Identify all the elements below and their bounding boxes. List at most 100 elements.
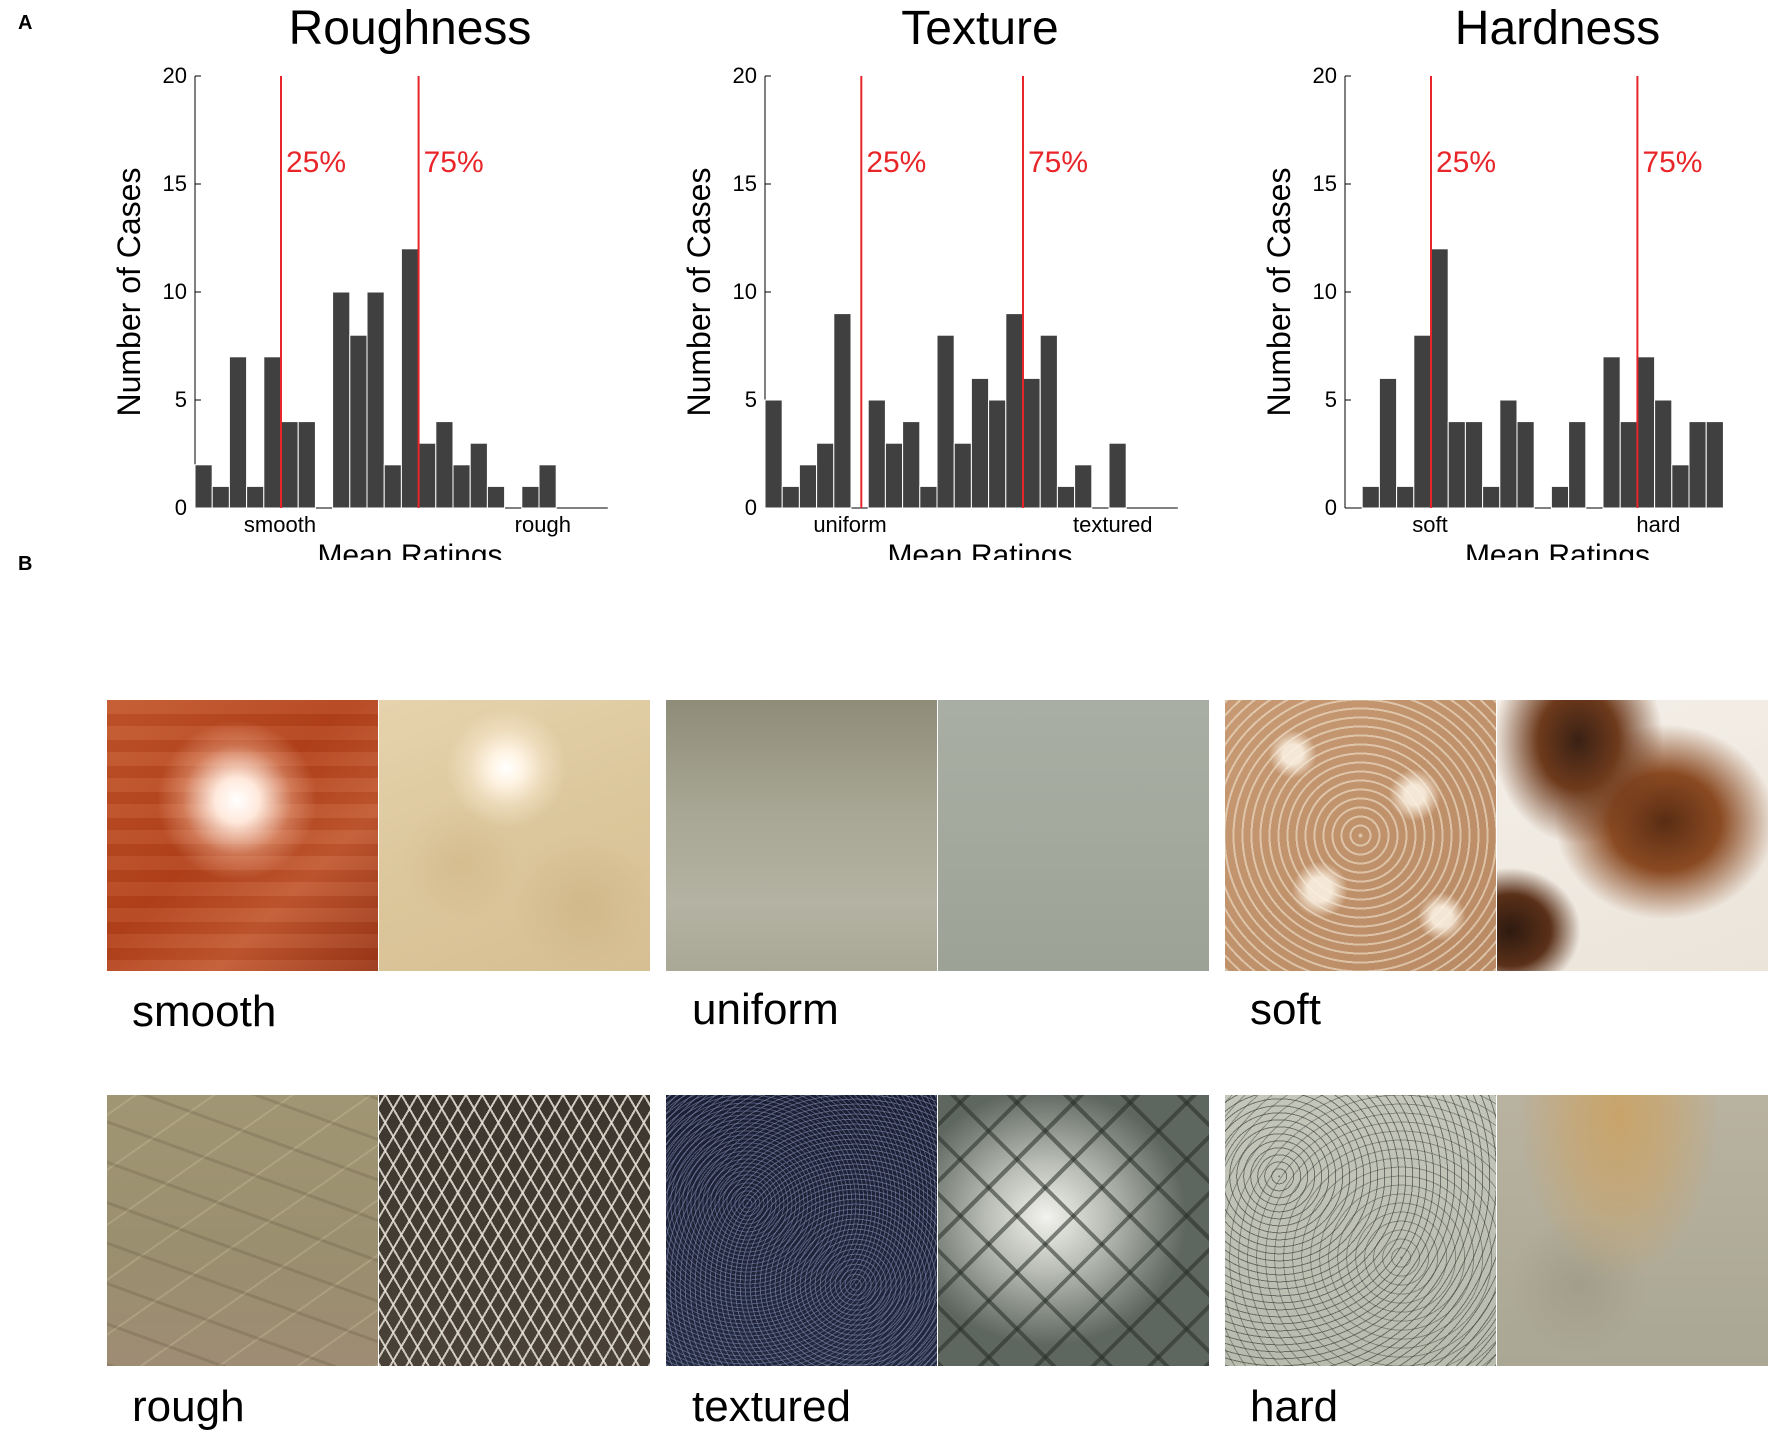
- hardness-y-tick-label: 10: [1313, 279, 1337, 304]
- texture-bar: [1005, 313, 1024, 509]
- hardness-x-low-label: soft: [1412, 512, 1447, 537]
- roughness-y-tick-label: 10: [163, 279, 187, 304]
- uniform-material-photo-1: [666, 700, 937, 971]
- roughness-bar: [400, 248, 420, 509]
- roughness-x-low-label: smooth: [244, 512, 316, 537]
- hardness-chart-title: Hardness: [1455, 2, 1660, 55]
- roughness-bar: [194, 464, 213, 509]
- hardness-bar: [1568, 421, 1587, 509]
- roughness-bar: [469, 442, 488, 509]
- textured-material-photo-2: [938, 1095, 1209, 1366]
- texture-y-axis-label: Number of Cases: [681, 168, 717, 417]
- roughness-percentile-label: 25%: [286, 146, 346, 179]
- material-label-textured: textured: [692, 1382, 851, 1431]
- hardness-bar: [1464, 421, 1484, 509]
- hardness-bar: [1688, 421, 1707, 509]
- hardness-y-tick-label: 15: [1313, 171, 1337, 196]
- hardness-bar: [1361, 485, 1380, 509]
- roughness-y-tick-label: 15: [163, 171, 187, 196]
- texture-bar: [884, 442, 904, 509]
- hardness-bar: [1619, 421, 1638, 509]
- texture-y-tick-label: 5: [745, 387, 757, 412]
- smooth-material-photo-2: [379, 700, 650, 971]
- roughness-bar: [366, 291, 385, 509]
- texture-bar: [936, 334, 955, 509]
- texture-bar: [798, 464, 818, 509]
- texture-bar: [988, 399, 1007, 509]
- hardness-bar: [1482, 485, 1501, 509]
- hardness-bar: [1430, 248, 1449, 509]
- roughness-bar: [246, 485, 265, 509]
- texture-x-low-label: uniform: [813, 512, 886, 537]
- texture-bar: [1056, 485, 1076, 509]
- hardness-y-tick-label: 5: [1325, 387, 1337, 412]
- roughness-y-tick-label: 5: [175, 387, 187, 412]
- roughness-x-axis-label: Mean Ratings: [317, 539, 502, 560]
- roughness-bar: [263, 356, 282, 509]
- roughness-bar: [435, 421, 454, 509]
- texture-y-tick-label: 0: [745, 495, 757, 520]
- material-label-smooth: smooth: [132, 987, 277, 1036]
- roughness-y-tick-label: 20: [163, 63, 187, 88]
- hardness-bar: [1671, 464, 1690, 509]
- texture-y-tick-label: 15: [733, 171, 757, 196]
- texture-x-axis-label: Mean Ratings: [887, 539, 1072, 560]
- roughness-bar: [211, 485, 230, 509]
- hardness-percentile-label: 75%: [1642, 146, 1702, 179]
- texture-x-high-label: textured: [1073, 512, 1153, 537]
- roughness-bar: [452, 464, 471, 509]
- hardness-bar: [1378, 377, 1398, 509]
- roughness-bar: [349, 334, 368, 509]
- roughness-bar: [538, 464, 557, 509]
- hardness-bar: [1550, 485, 1570, 509]
- hardness-x-axis-label: Mean Ratings: [1465, 539, 1650, 560]
- roughness-bar: [332, 291, 351, 509]
- hardness-bar: [1447, 421, 1466, 509]
- texture-bar: [867, 399, 886, 509]
- hard-material-photo-2: [1497, 1095, 1768, 1366]
- texture-bar: [953, 442, 972, 509]
- hardness-y-tick-label: 0: [1325, 495, 1337, 520]
- panel-label-a: A: [18, 12, 33, 34]
- rough-material-photo-1: [107, 1095, 378, 1366]
- hardness-bar: [1654, 399, 1673, 509]
- hardness-bar: [1705, 421, 1724, 509]
- texture-bar: [764, 399, 783, 509]
- roughness-bar: [418, 442, 437, 509]
- roughness-x-high-label: rough: [515, 512, 571, 537]
- roughness-bar: [228, 356, 248, 509]
- histogram-charts: Roughness 0 5 10 15 20 Number of Cases 25% 75% sm…: [111, 2, 1724, 560]
- soft-material-photo-1: [1225, 700, 1496, 971]
- material-label-rough: rough: [132, 1382, 245, 1431]
- uniform-material-photo-2: [938, 700, 1209, 971]
- material-label-soft: soft: [1250, 985, 1321, 1034]
- hardness-bar: [1636, 356, 1656, 509]
- roughness-bar: [383, 464, 402, 509]
- texture-bar: [816, 442, 835, 509]
- texture-bar: [919, 485, 938, 509]
- texture-bar: [1108, 442, 1127, 509]
- texture-bar: [902, 421, 921, 509]
- hardness-bar: [1602, 356, 1621, 509]
- texture-bar: [1039, 334, 1058, 509]
- texture-bar: [1022, 377, 1041, 509]
- soft-material-photo-2: [1497, 700, 1768, 971]
- roughness-percentile-label: 75%: [424, 146, 484, 179]
- texture-percentile-label: 25%: [866, 146, 926, 179]
- texture-bar: [833, 313, 852, 509]
- roughness-bar: [486, 485, 506, 509]
- roughness-y-tick-label: 0: [175, 495, 187, 520]
- textured-material-photo-1: [666, 1095, 937, 1366]
- hardness-percentile-label: 25%: [1436, 146, 1496, 179]
- material-label-uniform: uniform: [692, 985, 839, 1034]
- hardness-bar: [1413, 334, 1432, 509]
- material-label-hard: hard: [1250, 1382, 1339, 1431]
- hardness-bar: [1396, 485, 1415, 509]
- smooth-material-photo-1: [107, 700, 378, 971]
- panel-label-b: B: [18, 553, 33, 575]
- texture-bar: [781, 485, 800, 509]
- rough-material-photo-2: [379, 1095, 650, 1366]
- roughness-bar: [521, 485, 540, 509]
- hardness-y-axis-label: Number of Cases: [1261, 168, 1297, 417]
- texture-chart-title: Texture: [901, 2, 1058, 55]
